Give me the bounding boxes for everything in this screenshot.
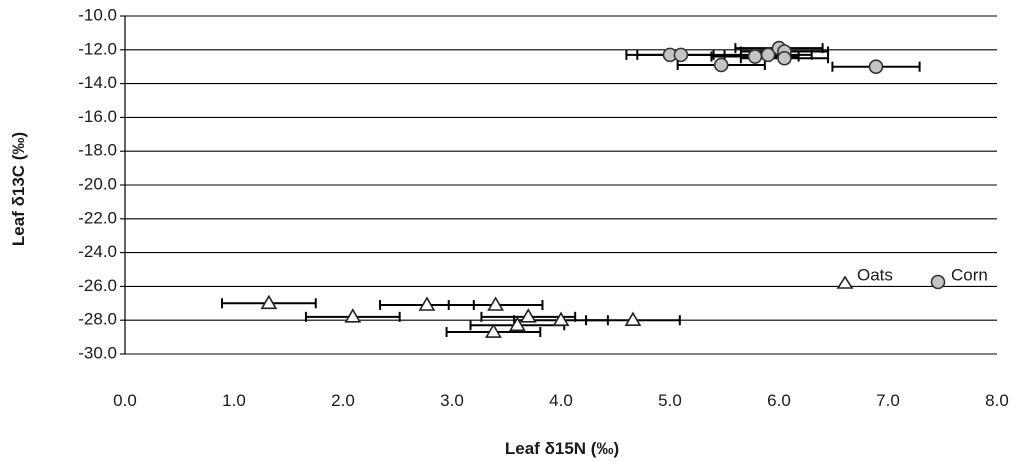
- grid-lines: [125, 15, 997, 355]
- corn-point: [747, 49, 763, 64]
- legend-oats-label: Oats: [857, 265, 893, 284]
- legend-corn-marker: [930, 274, 946, 290]
- oats-point: [344, 308, 362, 323]
- y-tick-label: -24.0: [78, 242, 117, 261]
- y-axis-title: Leaf δ13C (‰): [9, 132, 28, 246]
- axes: [120, 15, 126, 355]
- y-tick-label: -22.0: [78, 208, 117, 227]
- x-tick-label: 3.0: [440, 391, 464, 410]
- oats-point: [260, 294, 278, 310]
- oats-point: [624, 311, 642, 327]
- y-tick-label: -16.0: [78, 107, 117, 126]
- error-bars: [221, 43, 921, 338]
- y-tick-label: -30.0: [78, 343, 117, 362]
- legend-item-oats: Oats: [836, 265, 893, 289]
- corn-point: [868, 59, 884, 74]
- x-tick-label: 2.0: [331, 391, 355, 410]
- legend: Oats Corn: [836, 265, 988, 290]
- x-tick-label: 0.0: [113, 391, 137, 410]
- corn-point: [760, 47, 776, 63]
- x-tick-label: 8.0: [985, 391, 1009, 410]
- corn-point: [673, 47, 689, 63]
- oats-point: [487, 296, 504, 311]
- y-tick-labels: -10.0 -12.0 -14.0 -16.0 -18.0 -20.0 -22.0 -24.0…: [78, 5, 117, 362]
- x-tick-label: 6.0: [767, 391, 791, 410]
- x-tick-labels: 0.0 1.0 2.0 3.0 4.0 5.0 6.0 7.0 8.0: [113, 391, 1009, 410]
- y-tick-label: -28.0: [78, 310, 117, 329]
- x-tick-label: 4.0: [549, 391, 573, 410]
- data-markers: [260, 40, 884, 338]
- x-tick-label: 5.0: [658, 391, 682, 410]
- y-tick-label: -20.0: [78, 174, 117, 193]
- y-tick-label: -10.0: [78, 5, 117, 24]
- y-tick-label: -18.0: [78, 141, 117, 160]
- x-tick-label: 1.0: [222, 391, 246, 410]
- y-tick-label: -12.0: [78, 39, 117, 58]
- legend-oats-marker: [836, 275, 854, 289]
- corn-point: [777, 50, 792, 66]
- oats-point: [552, 311, 570, 327]
- oats-point: [418, 296, 436, 311]
- legend-corn-label: Corn: [951, 265, 988, 284]
- corn-point: [713, 57, 729, 73]
- y-tick-label: -14.0: [78, 73, 117, 92]
- oats-point: [519, 308, 537, 323]
- x-axis-title: Leaf δ15N (‰): [505, 439, 619, 458]
- y-tick-label: -26.0: [78, 276, 117, 295]
- x-tick-label: 7.0: [876, 391, 900, 410]
- oats-point: [485, 323, 502, 338]
- oats-point: [509, 316, 526, 332]
- legend-item-corn: Corn: [930, 265, 988, 290]
